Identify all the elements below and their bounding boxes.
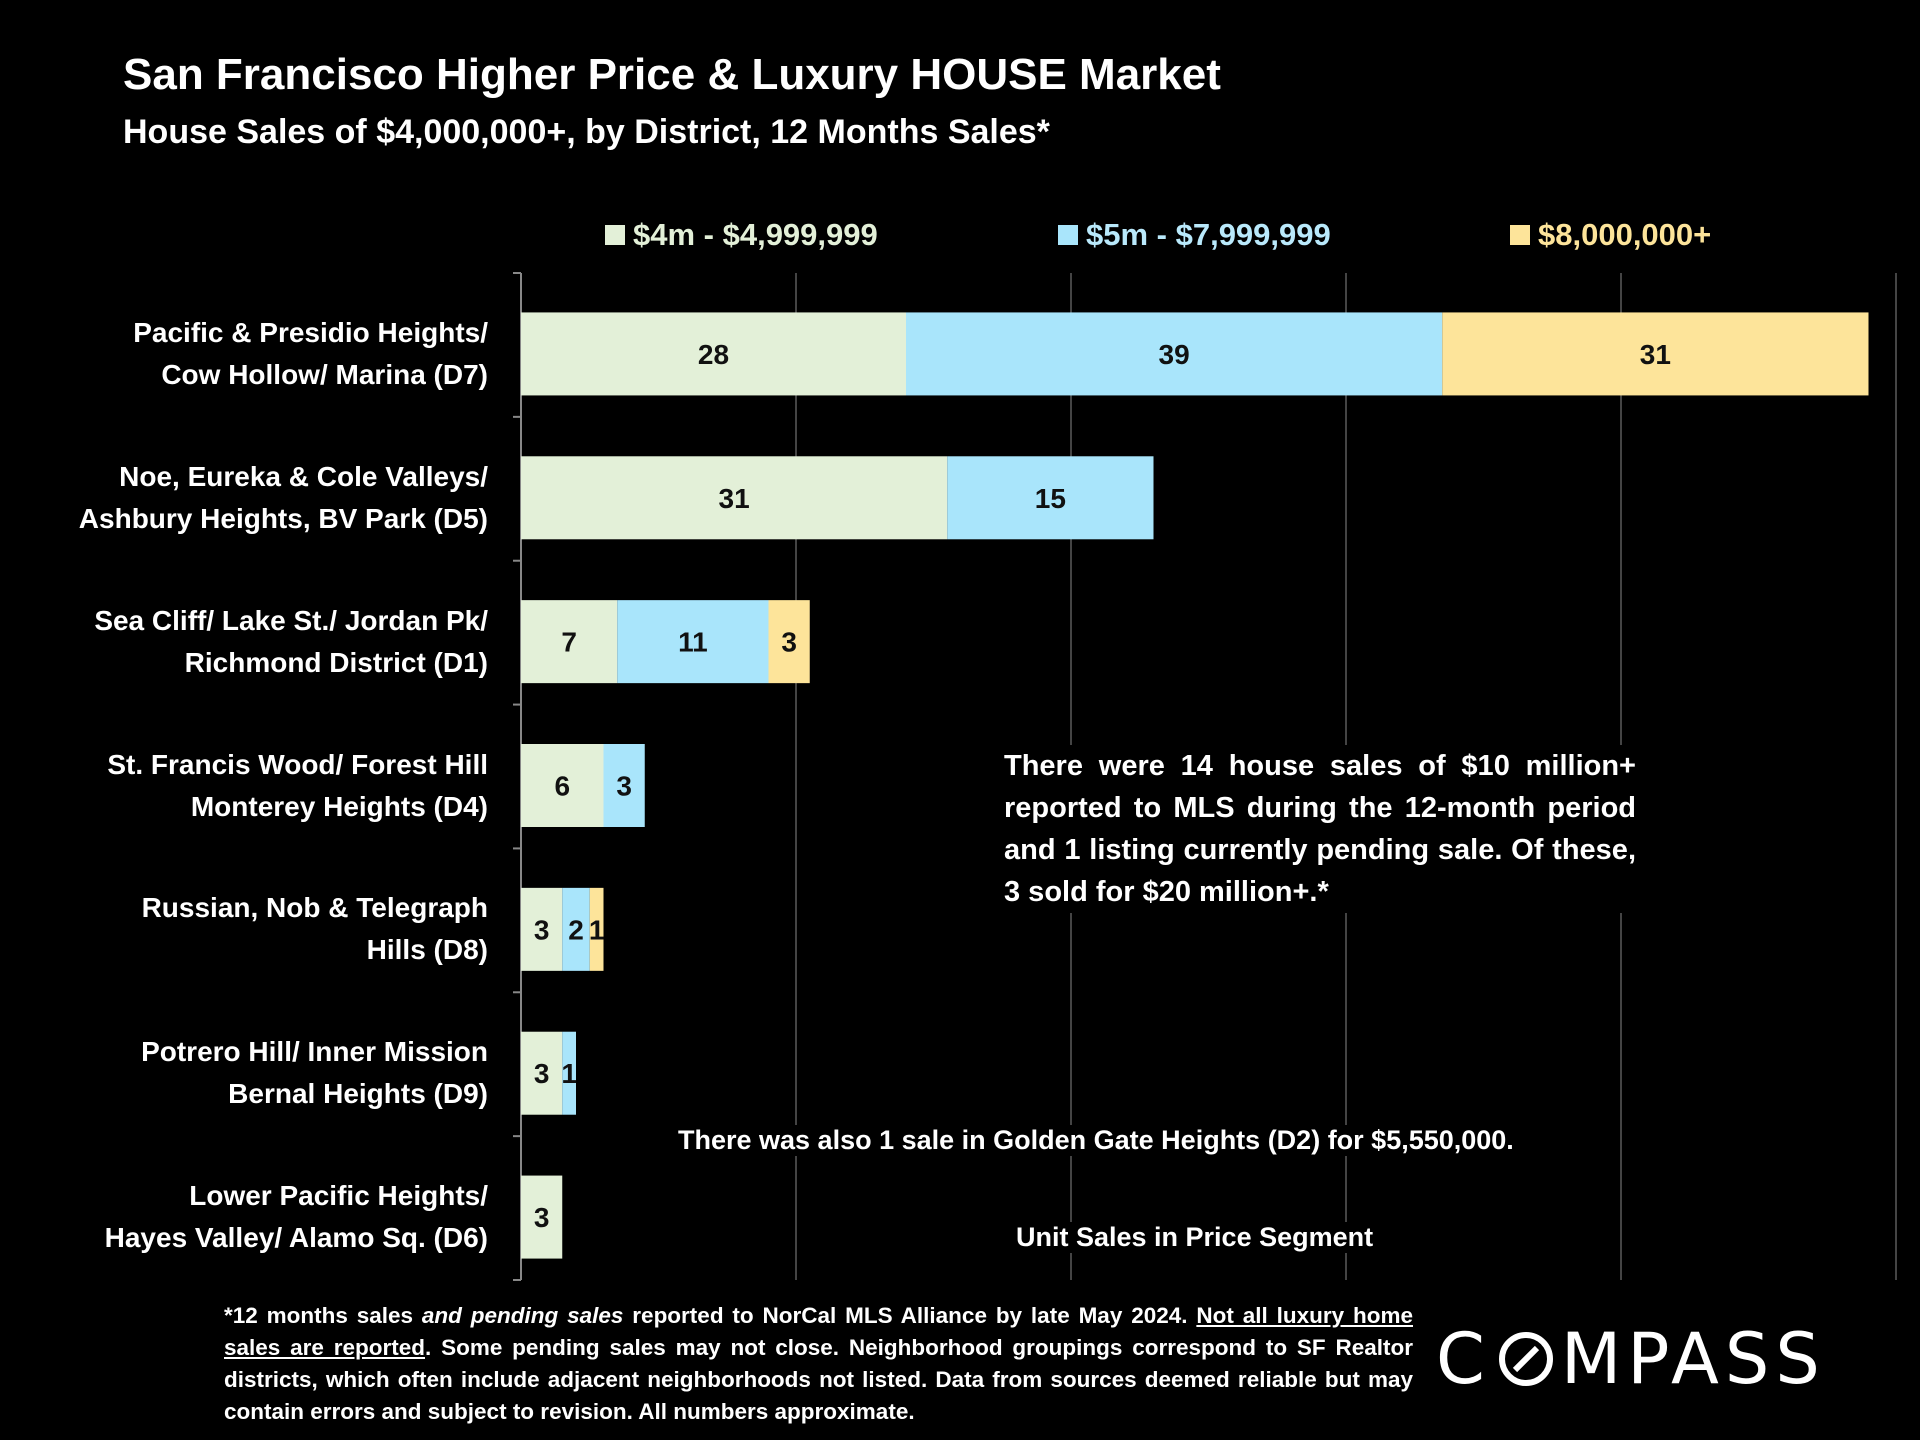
bar-segment (906, 312, 1443, 396)
bar-segment (617, 600, 769, 684)
bar-value-label: 31 (719, 483, 750, 514)
category-label: Potrero Hill/ Inner Mission Bernal Height… (0, 1031, 488, 1115)
legend-item-8m: $8,000,000+ (1510, 217, 1711, 253)
page-subtitle: House Sales of $4,000,000+, by District,… (123, 113, 1050, 151)
legend-item-5m: $5m - $7,999,999 (1058, 217, 1331, 253)
bar-segment (768, 600, 810, 684)
category-label-line: Bernal Heights (D9) (228, 1078, 488, 1110)
legend-label-8m: $8,000,000+ (1538, 217, 1712, 252)
category-label-line: Russian, Nob & Telegraph (141, 892, 488, 924)
page-title: San Francisco Higher Price & Luxury HOUS… (123, 50, 1221, 99)
compass-logo: C MPASS (1436, 1318, 1826, 1400)
annotation-10m-sales: There were 14 house sales of $10 million… (1004, 745, 1636, 913)
category-label: Lower Pacific Heights/Hayes Valley/ Alam… (0, 1175, 488, 1259)
category-label: St. Francis Wood/ Forest Hill Monterey He… (0, 744, 488, 828)
bar-value-label: 39 (1159, 339, 1190, 370)
legend-item-4m: $4m - $4,999,999 (605, 217, 878, 253)
legend-swatch-5m (1058, 225, 1078, 245)
legend-swatch-8m (1510, 225, 1530, 245)
bar-value-label: 3 (534, 1058, 550, 1089)
category-label: Russian, Nob & Telegraph Hills (D8) (0, 887, 488, 971)
bar-value-label: 2 (568, 914, 584, 945)
footnote-part3: reported to NorCal MLS Alliance by late … (623, 1303, 1197, 1328)
compass-o-icon (1498, 1332, 1553, 1386)
footnote: *12 months sales and pending sales repor… (224, 1300, 1413, 1428)
category-label-line: Lower Pacific Heights/ (189, 1180, 488, 1212)
bar-segment (603, 744, 645, 827)
bar-segment (521, 744, 604, 827)
bar-segment (521, 1175, 563, 1259)
bar-value-label: 3 (781, 627, 797, 658)
category-label-line: Ashbury Heights, BV Park (D5) (78, 502, 488, 534)
category-label: Noe, Eureka & Cole Valleys/Ashbury Heigh… (0, 456, 488, 540)
bar-value-label: 7 (561, 627, 577, 658)
legend-label-5m: $5m - $7,999,999 (1086, 217, 1331, 252)
category-label-line: St. Francis Wood/ Forest Hill (107, 748, 488, 780)
category-label-line: Sea Cliff/ Lake St./ Jordan Pk/ (94, 604, 488, 636)
legend-swatch-4m (605, 225, 625, 245)
x-axis-label: Unit Sales in Price Segment (1016, 1222, 1374, 1253)
annotation-golden-gate: There was also 1 sale in Golden Gate Hei… (678, 1125, 1514, 1156)
category-label-line: Noe, Eureka & Cole Valleys/ (119, 460, 488, 492)
bar-value-label: 28 (698, 339, 729, 370)
bar-segment (521, 456, 948, 540)
footnote-part5: . Some pending sales may not close. Neig… (224, 1335, 1413, 1424)
bar-value-label: 3 (534, 914, 550, 945)
logo-text-start: C (1436, 1318, 1491, 1400)
category-label-line: Pacific & Presidio Heights/ (133, 316, 488, 348)
bar-segment (521, 312, 906, 396)
bar-value-label: 31 (1640, 339, 1671, 370)
bar-value-label: 15 (1035, 483, 1066, 514)
bar-value-label: 1 (561, 1058, 577, 1089)
bar-segment (521, 1031, 563, 1115)
bar-segment (521, 887, 563, 971)
bar-segment (521, 600, 618, 684)
category-label-line: Cow Hollow/ Marina (D7) (161, 358, 488, 390)
logo-text-end: MPASS (1560, 1318, 1826, 1400)
bar-value-label: 6 (554, 771, 570, 802)
category-label-line: Monterey Heights (D4) (190, 790, 488, 822)
bar-segment (562, 1031, 576, 1115)
category-label-line: Hayes Valley/ Alamo Sq. (D6) (104, 1222, 488, 1254)
category-label-line: Potrero Hill/ Inner Mission (141, 1036, 488, 1068)
bar-value-label: 3 (534, 1202, 550, 1233)
bar-value-label: 1 (589, 914, 605, 945)
category-label: Pacific & Presidio Heights/Cow Hollow/ M… (0, 312, 488, 396)
bar-value-label: 3 (616, 771, 632, 802)
category-label: Sea Cliff/ Lake St./ Jordan Pk/Richmond … (0, 600, 488, 684)
bar-segment (947, 456, 1154, 540)
bar-segment (1442, 312, 1869, 396)
bar-value-label: 11 (678, 627, 708, 658)
category-label-line: Hills (D8) (366, 934, 488, 966)
bar-segment (562, 887, 590, 971)
footnote-part4: Not all luxury home sales are reported (224, 1303, 1413, 1360)
legend-label-4m: $4m - $4,999,999 (633, 217, 878, 252)
category-label-line: Richmond District (D1) (184, 646, 488, 678)
footnote-part1: *12 months sales (224, 1303, 422, 1328)
bar-segment (589, 887, 604, 971)
footnote-part2: and pending sales (421, 1303, 624, 1328)
